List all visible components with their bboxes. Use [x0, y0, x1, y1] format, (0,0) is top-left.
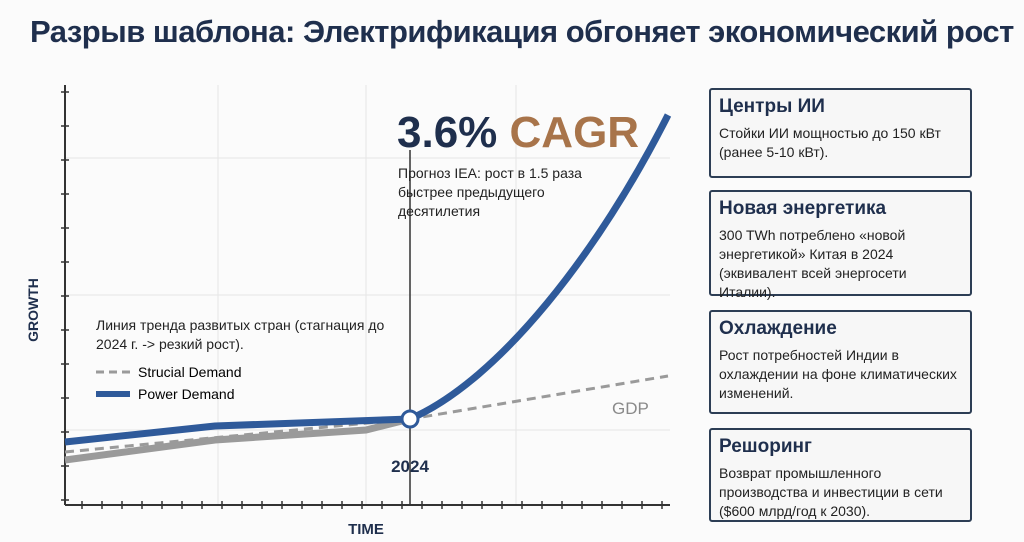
card: Центры ИИ Стойки ИИ мощностью до 150 кВт… [709, 88, 972, 178]
card-text: Стойки ИИ мощностью до 150 кВт (ранее 5-… [719, 125, 941, 160]
card-title: Новая энергетика [719, 198, 887, 219]
legend-label: Power Demand [138, 386, 235, 402]
card-title: Решоринг [719, 436, 812, 457]
y-axis-label: GROWTH [25, 278, 41, 342]
power-line [64, 113, 672, 446]
chart: 2024 GDP TIME GROWTH Strucial Demand Pow… [25, 85, 672, 538]
card-text: Рост потребностей Индии в охлаждении на … [719, 347, 957, 401]
cagr-value: 3.6% [397, 108, 498, 157]
trend-note: Линия тренда развитых стран (стагнация д… [96, 317, 385, 352]
x-axis-label: TIME [348, 521, 384, 538]
cagr-label: CAGR [509, 108, 640, 157]
forecast: Прогноз IEA: рост в 1.5 раза быстрее пре… [398, 165, 582, 219]
card: Охлаждение Рост потребностей Индии в охл… [709, 310, 972, 414]
card-text: Возврат промышленного производства и инв… [719, 465, 943, 519]
card-text: 300 TWh потреблено «новой энергетикой» К… [719, 227, 907, 300]
gdp-line [64, 415, 411, 464]
card: Решоринг Возврат промышленного производс… [709, 428, 972, 522]
marker-point [400, 409, 420, 429]
card: Новая энергетика 300 TWh потреблено «нов… [709, 190, 972, 300]
legend-label: Strucial Demand [138, 364, 242, 380]
cagr: 3.6% CAGR [397, 108, 639, 158]
title: Разрыв шаблона: Электрификация обгоняет … [30, 14, 1014, 49]
card-title: Центры ИИ [719, 96, 825, 117]
card-title: Охлаждение [719, 318, 837, 339]
gdp-label: GDP [612, 399, 649, 418]
marker-label: 2024 [391, 457, 429, 476]
